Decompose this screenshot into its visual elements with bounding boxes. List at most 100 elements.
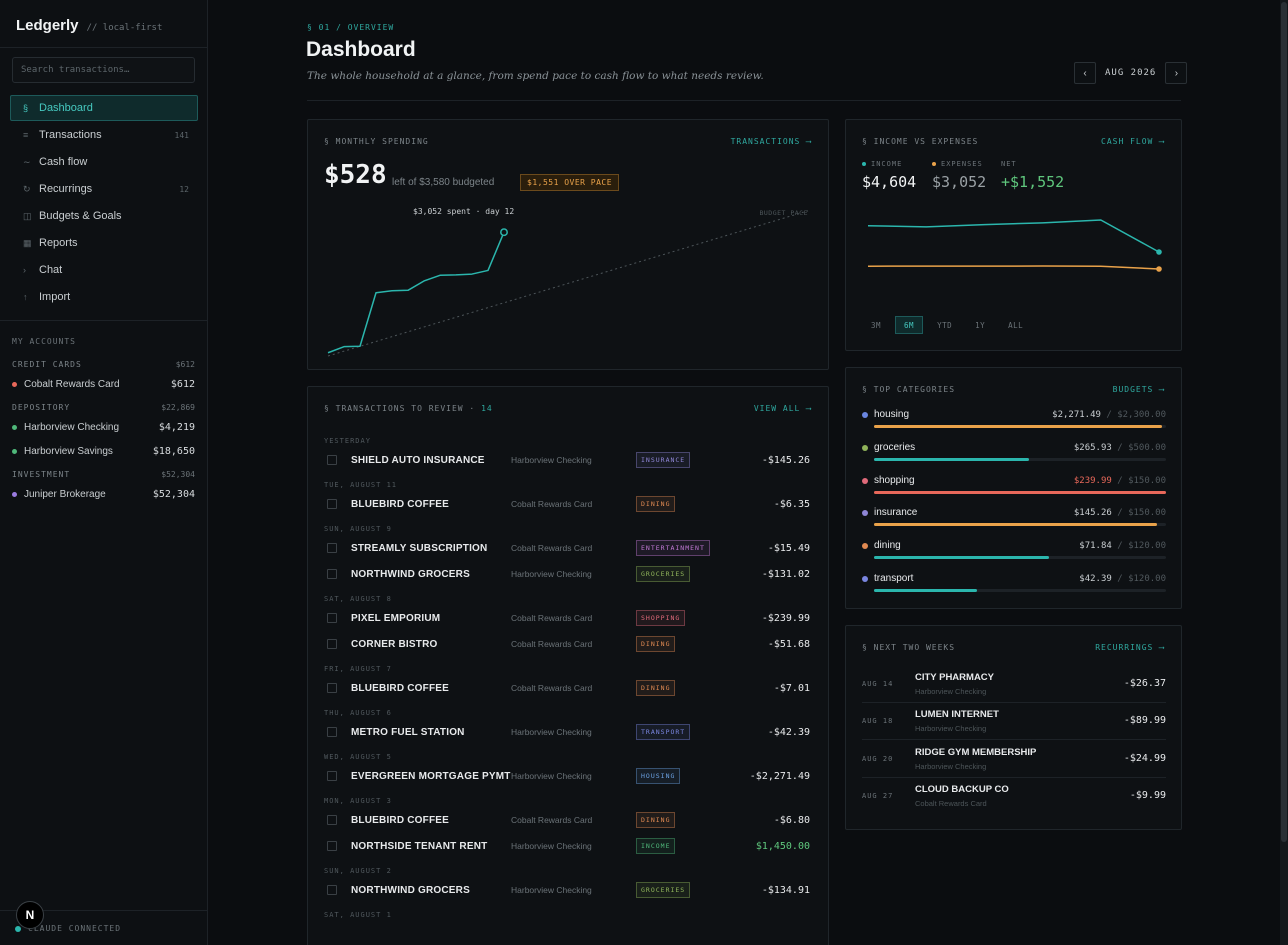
table-row[interactable]: PIXEL EMPORIUM Cobalt Rewards Card SHOPPIN… xyxy=(324,605,810,631)
table-row[interactable]: METRO FUEL STATION Harborview Checking TRA… xyxy=(324,719,810,745)
account-row[interactable]: Cobalt Rewards Card $612 xyxy=(12,375,195,393)
account-row[interactable]: Harborview Savings $18,650 xyxy=(12,442,195,460)
category-tag[interactable]: DINING xyxy=(636,496,676,512)
review-checkbox[interactable] xyxy=(327,815,337,825)
category-row[interactable]: groceries $265.93 / $500.00 xyxy=(862,442,1166,472)
legend-dot xyxy=(862,162,866,166)
prev-month-button[interactable]: ‹ xyxy=(1074,62,1096,84)
divider xyxy=(0,320,208,321)
merchant-name: EVERGREEN MORTGAGE PYMT xyxy=(351,770,511,782)
reports-icon: ▦ xyxy=(23,237,32,248)
range-tabs: 3M 6M YTD 1Y ALL xyxy=(862,316,1032,334)
category-tag[interactable]: GROCERIES xyxy=(636,882,691,898)
review-list: YESTERDAY SHIELD AUTO INSURANCE Harborview… xyxy=(324,429,810,921)
review-checkbox[interactable] xyxy=(327,543,337,553)
category-row[interactable]: shopping $239.99 / $150.00 xyxy=(862,475,1166,505)
sidebar-item-count: 12 xyxy=(179,184,189,194)
table-row[interactable]: EVERGREEN MORTGAGE PYMT Harborview Checki… xyxy=(324,763,810,789)
review-checkbox[interactable] xyxy=(327,683,337,693)
table-row[interactable]: NORTHWIND GROCERS Harborview Checking GROC… xyxy=(324,877,810,903)
review-checkbox[interactable] xyxy=(327,727,337,737)
legend-label: INCOME xyxy=(871,160,903,168)
scrollbar-thumb[interactable] xyxy=(1281,2,1287,842)
category-tag[interactable]: DINING xyxy=(636,812,676,828)
sidebar-item-cash-flow[interactable]: ∼ Cash flow xyxy=(10,149,198,175)
sidebar-item-recurrings[interactable]: ↻ Recurrings 12 xyxy=(10,176,198,202)
pace-badge: $1,551 OVER PACE xyxy=(520,174,620,191)
range-tab-1y[interactable]: 1Y xyxy=(975,320,986,330)
view-all-link[interactable]: VIEW ALL ⟶ xyxy=(753,404,812,413)
review-checkbox[interactable] xyxy=(327,841,337,851)
category-tag[interactable]: SHOPPING xyxy=(636,610,686,626)
review-checkbox[interactable] xyxy=(327,613,337,623)
income-expenses-chart xyxy=(867,219,1162,272)
review-checkbox[interactable] xyxy=(327,771,337,781)
table-row[interactable]: NORTHWIND GROCERS Harborview Checking GROC… xyxy=(324,561,810,587)
category-tag[interactable]: DINING xyxy=(636,680,676,696)
category-tag[interactable]: INSURANCE xyxy=(636,452,691,468)
category-name: insurance xyxy=(874,507,918,519)
category-tag[interactable]: TRANSPORT xyxy=(636,724,691,740)
range-tab-all[interactable]: ALL xyxy=(1008,320,1024,330)
sidebar-item-transactions[interactable]: ≡ Transactions 141 xyxy=(10,122,198,148)
review-checkbox[interactable] xyxy=(327,639,337,649)
avatar[interactable]: N xyxy=(16,901,44,929)
list-item[interactable]: AUG 27 CLOUD BACKUP CO Cobalt Rewards Card… xyxy=(862,778,1166,815)
review-checkbox[interactable] xyxy=(327,499,337,509)
table-row[interactable]: CORNER BISTRO Cobalt Rewards Card DINING -$… xyxy=(324,631,810,657)
account-name: Cobalt Rewards Card xyxy=(511,683,593,693)
table-row[interactable]: BLUEBIRD COFFEE Cobalt Rewards Card DINING… xyxy=(324,491,810,517)
category-tag[interactable]: ENTERTAINMENT xyxy=(636,540,710,556)
table-row[interactable]: STREAMLY SUBSCRIPTION Cobalt Rewards Card… xyxy=(324,535,810,561)
day-header: WED, AUGUST 5 xyxy=(324,753,392,761)
recurrings-link[interactable]: RECURRINGS ⟶ xyxy=(1095,643,1165,652)
sidebar-item-budgets-goals[interactable]: ◫ Budgets & Goals xyxy=(10,203,198,229)
sidebar-item-dashboard[interactable]: § Dashboard xyxy=(10,95,198,121)
sidebar-item-reports[interactable]: ▦ Reports xyxy=(10,230,198,256)
review-checkbox[interactable] xyxy=(327,569,337,579)
search-input[interactable] xyxy=(12,57,195,83)
transactions-link[interactable]: TRANSACTIONS ⟶ xyxy=(730,137,812,146)
card-title: § TRANSACTIONS TO REVIEW · 14 xyxy=(324,404,493,413)
review-checkbox[interactable] xyxy=(327,455,337,465)
category-tag[interactable]: DINING xyxy=(636,636,676,652)
import-icon: ↑ xyxy=(23,292,28,302)
brand[interactable]: Ledgerly // local-first xyxy=(16,17,162,34)
sidebar-item-import[interactable]: ↑ Import xyxy=(10,284,198,310)
amount: -$89.99 xyxy=(1123,715,1166,727)
page-scrollbar[interactable] xyxy=(1280,0,1288,945)
category-row[interactable]: housing $2,271.49 / $2,300.00 xyxy=(862,409,1166,439)
list-item[interactable]: AUG 20 RIDGE GYM MEMBERSHIP Harborview Che… xyxy=(862,741,1166,778)
budgets-link[interactable]: BUDGETS ⟶ xyxy=(1112,385,1165,394)
category-row[interactable]: insurance $145.26 / $150.00 xyxy=(862,507,1166,537)
category-row[interactable]: transport $42.39 / $120.00 xyxy=(862,573,1166,603)
account-row[interactable]: Juniper Brokerage $52,304 xyxy=(12,485,195,503)
table-row[interactable]: BLUEBIRD COFFEE Cobalt Rewards Card DINING… xyxy=(324,675,810,701)
category-tag[interactable]: HOUSING xyxy=(636,768,681,784)
category-tag[interactable]: INCOME xyxy=(636,838,676,854)
table-row[interactable]: BLUEBIRD COFFEE Cobalt Rewards Card DINING… xyxy=(324,807,810,833)
category-tag[interactable]: GROCERIES xyxy=(636,566,691,582)
range-tab-6m[interactable]: 6M xyxy=(895,316,924,334)
list-item[interactable]: AUG 18 LUMEN INTERNET Harborview Checking -… xyxy=(862,703,1166,741)
review-checkbox[interactable] xyxy=(327,885,337,895)
category-dot xyxy=(862,444,868,451)
left-amount: $528 xyxy=(324,160,387,190)
amount: -$7.01 xyxy=(773,682,810,694)
table-row[interactable]: NORTHSIDE TENANT RENT Harborview Checking… xyxy=(324,833,810,859)
table-row[interactable]: SHIELD AUTO INSURANCE Harborview Checking… xyxy=(324,447,810,473)
day-header: FRI, AUGUST 7 xyxy=(324,665,392,673)
cash-flow-link[interactable]: CASH FLOW ⟶ xyxy=(1101,137,1165,146)
list-item[interactable]: AUG 14 CITY PHARMACY Harborview Checking -$… xyxy=(862,666,1166,703)
next-month-button[interactable]: › xyxy=(1165,62,1188,84)
account-row[interactable]: Harborview Checking $4,219 xyxy=(12,418,195,436)
account-group-total: $52,304 xyxy=(161,470,195,479)
category-row[interactable]: dining $71.84 / $120.00 xyxy=(862,540,1166,570)
merchant-name: CORNER BISTRO xyxy=(351,638,438,650)
range-tab-ytd[interactable]: YTD xyxy=(937,320,953,330)
range-tab-3m[interactable]: 3M xyxy=(871,320,882,330)
spend-line xyxy=(327,231,505,354)
sidebar-item-chat[interactable]: › Chat xyxy=(10,257,198,283)
transactions-icon: ≡ xyxy=(23,130,29,140)
category-name: housing xyxy=(874,409,910,420)
